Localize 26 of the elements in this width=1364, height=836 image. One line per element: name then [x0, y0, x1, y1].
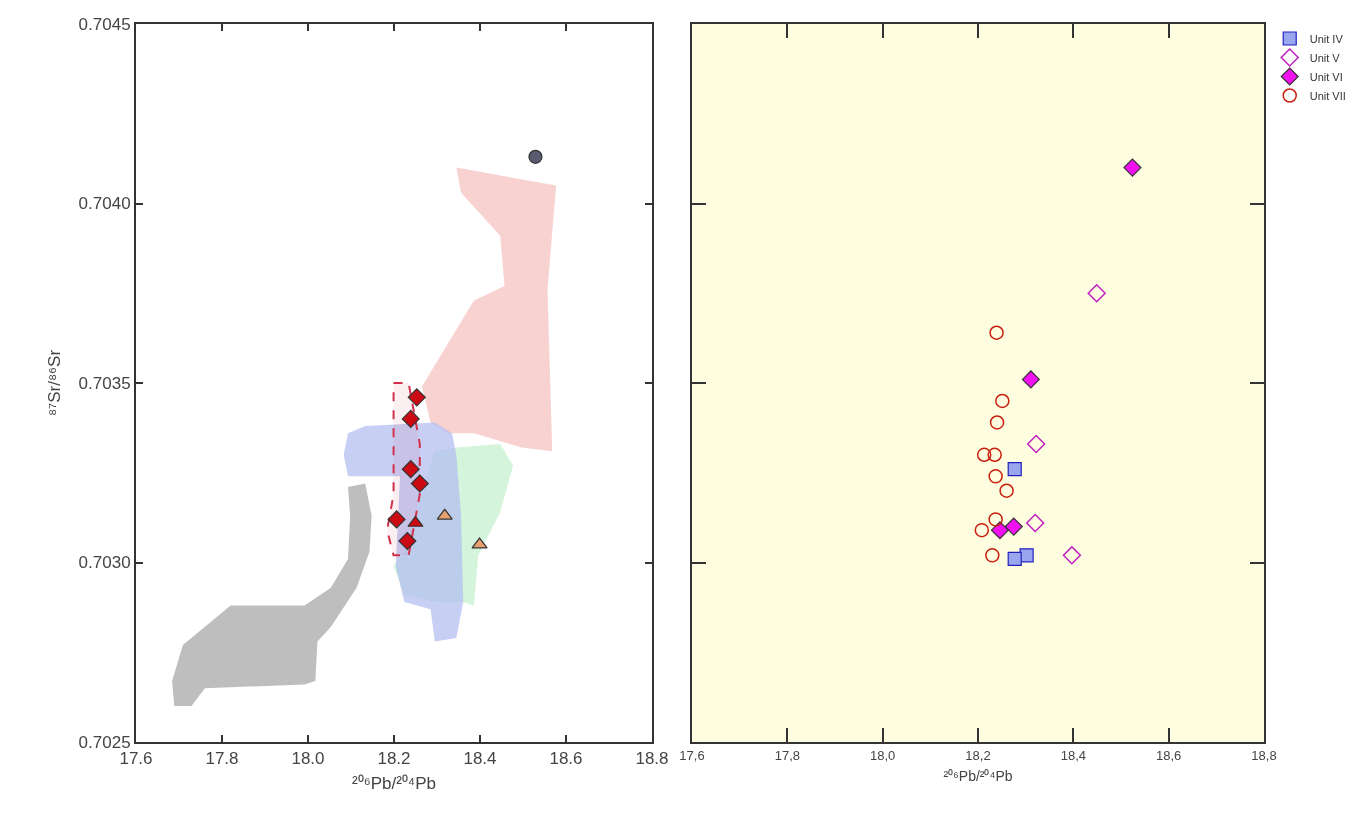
x-tick-label: 17,8: [774, 747, 800, 763]
y-tick-label: 0.7025: [78, 732, 131, 752]
y-tick-label: 0.7030: [78, 553, 131, 573]
legend-label: Unit IV: [1309, 32, 1344, 45]
x-tick-label: 17.6: [119, 749, 153, 769]
y-axis-title: ⁸⁷Sr/⁸⁶Sr: [44, 349, 64, 417]
legend-label: Unit V: [1309, 51, 1341, 64]
x-tick-label: 18.0: [291, 749, 325, 769]
x-tick-label: 18,6: [1156, 747, 1182, 763]
y-tick-label: 0.7045: [78, 14, 131, 34]
y-tick-label: 0.7040: [78, 194, 131, 214]
x-tick-label: 17.8: [205, 749, 239, 769]
x-tick-label: 18.8: [635, 749, 669, 769]
x-tick-label: 18,2: [965, 747, 991, 763]
legend-label: Unit VI: [1309, 70, 1343, 83]
x-tick-label: 18,4: [1060, 747, 1086, 763]
x-tick-label: 18,0: [870, 747, 896, 763]
x-tick-label: 18,8: [1251, 747, 1277, 763]
x-tick-label: 17,6: [679, 747, 705, 763]
x-tick-label: 18.4: [463, 749, 497, 769]
legend-label: Unit VII: [1309, 89, 1346, 102]
x-axis-title: ²⁰⁶Pb/²⁰⁴Pb: [352, 774, 436, 794]
y-tick-label: 0.7035: [78, 373, 131, 393]
x-tick-label: 18.2: [377, 749, 411, 769]
x-axis-title: ²⁰⁶Pb/²⁰⁴Pb: [943, 768, 1013, 785]
x-tick-label: 18.6: [549, 749, 583, 769]
